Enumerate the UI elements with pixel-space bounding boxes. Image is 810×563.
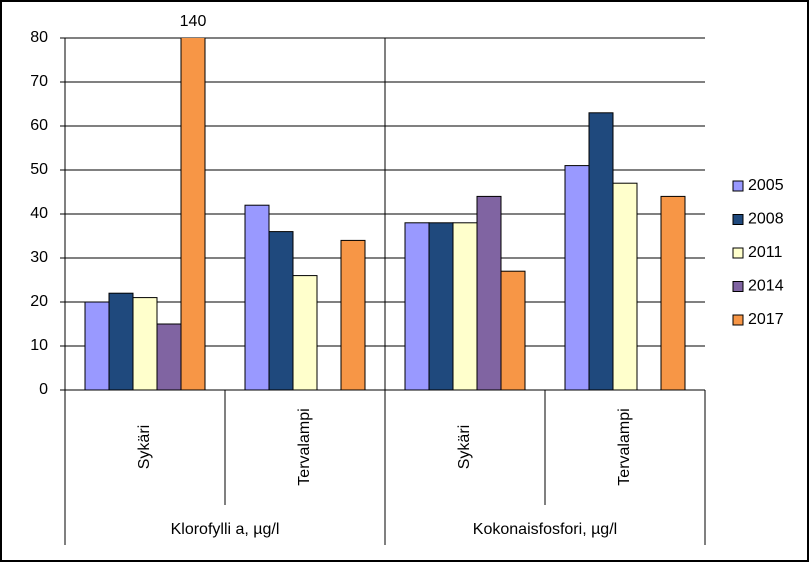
legend-label: 2014 — [748, 278, 784, 295]
y-tick-label: 40 — [30, 205, 48, 222]
y-tick-label: 70 — [30, 73, 48, 90]
legend-label: 2011 — [748, 244, 783, 261]
legend-label: 2008 — [748, 211, 784, 228]
bar — [244, 204, 270, 390]
bar — [588, 112, 614, 390]
bar — [476, 195, 502, 390]
bar — [660, 195, 686, 390]
y-tick-label: 0 — [39, 381, 48, 398]
y-tick-label: 80 — [30, 29, 48, 46]
bar — [500, 270, 526, 390]
legend-swatch — [732, 247, 744, 259]
group-label: Kokonaisfosfori, µg/l — [473, 521, 617, 538]
bar — [268, 231, 294, 390]
y-tick-label: 10 — [30, 337, 48, 354]
y-tick-label: 30 — [30, 249, 48, 266]
legend-label: 2017 — [748, 311, 784, 328]
y-tick-label: 50 — [30, 161, 48, 178]
legend-swatch — [732, 314, 744, 326]
x-tick-label: Sykäri — [136, 425, 153, 469]
bar — [564, 165, 590, 390]
group-label: Klorofylli a, µg/l — [171, 521, 280, 538]
bar — [428, 222, 454, 390]
bar — [452, 222, 478, 390]
bar — [132, 297, 158, 390]
legend-swatch — [732, 214, 744, 225]
bar — [292, 275, 318, 390]
bar — [84, 301, 110, 390]
bar — [404, 222, 430, 390]
bar — [156, 323, 182, 390]
x-tick-label: Sykäri — [456, 425, 473, 469]
y-tick-label: 60 — [30, 117, 48, 134]
legend-swatch — [732, 180, 744, 192]
y-tick-label: 20 — [30, 293, 48, 310]
bar — [180, 38, 206, 390]
x-tick-label: Tervalampi — [296, 408, 313, 485]
bar — [340, 239, 366, 390]
bar — [612, 182, 638, 390]
legend-label: 2005 — [748, 177, 784, 194]
data-label: 140 — [180, 13, 207, 30]
x-tick-label: Tervalampi — [616, 408, 633, 485]
legend-swatch — [732, 281, 744, 292]
bar — [108, 292, 134, 390]
